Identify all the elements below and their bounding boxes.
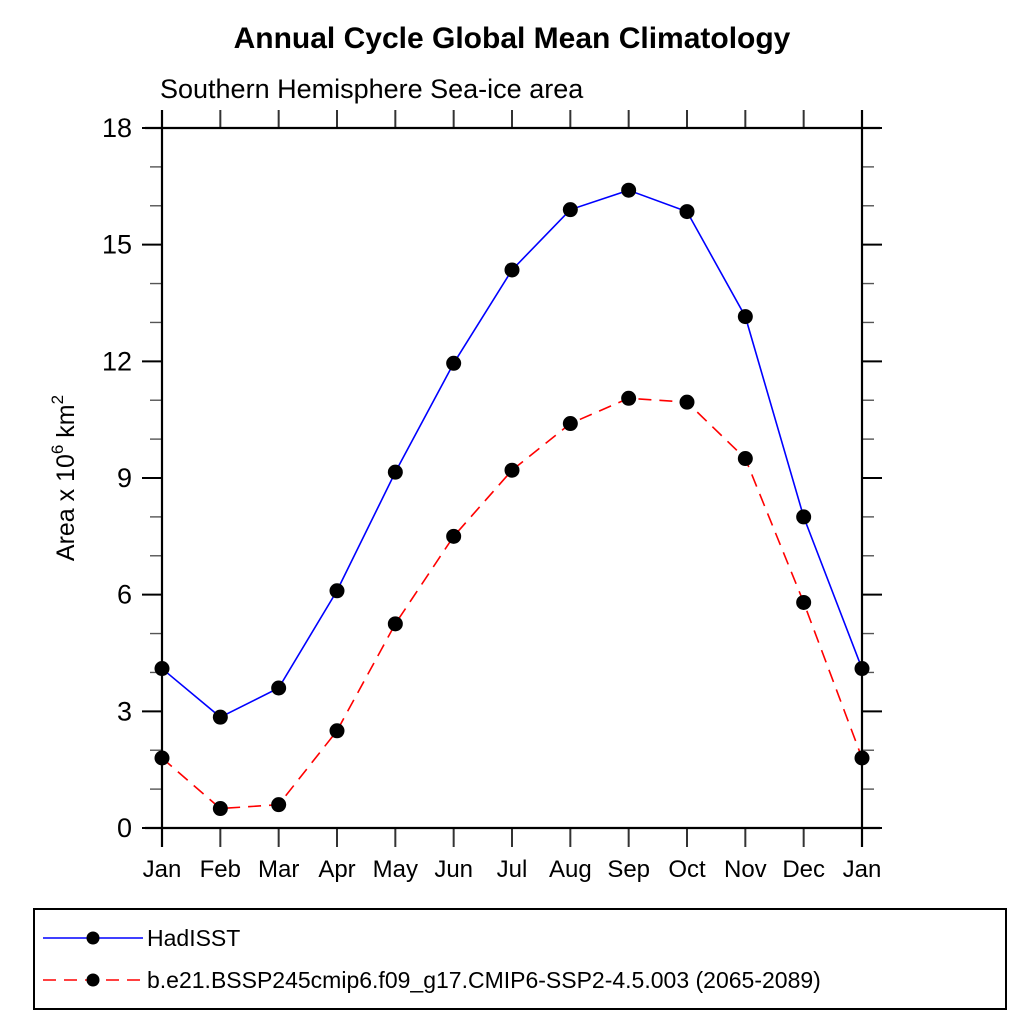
x-tick-label: Mar	[258, 856, 299, 883]
data-point-marker	[387, 616, 403, 632]
x-tick-label: Aug	[549, 856, 592, 883]
data-point-marker	[212, 801, 228, 817]
x-tick-label: Oct	[668, 856, 706, 883]
data-point-marker	[154, 661, 170, 677]
x-tick-label: Jan	[843, 856, 882, 883]
data-point-marker	[504, 462, 520, 478]
chart-subtitle: Southern Hemisphere Sea-ice area	[160, 74, 584, 104]
y-tick-label: 15	[102, 230, 132, 260]
data-point-marker	[854, 661, 870, 677]
data-point-marker	[154, 750, 170, 766]
data-point-marker	[737, 309, 753, 325]
data-point-marker	[796, 509, 812, 525]
y-tick-label: 9	[117, 463, 132, 493]
data-point-marker	[212, 709, 228, 725]
chart-title: Annual Cycle Global Mean Climatology	[233, 22, 791, 55]
data-point-marker	[621, 182, 637, 198]
x-tick-label: Feb	[200, 856, 241, 883]
data-point-marker	[796, 594, 812, 610]
data-point-marker	[562, 202, 578, 218]
legend-item-model: b.e21.BSSP245cmip6.f09_g17.CMIP6-SSP2-4.…	[35, 959, 1005, 1001]
y-tick-label: 6	[117, 580, 132, 610]
x-tick-label: Jun	[434, 856, 473, 883]
x-tick-label: Jan	[143, 856, 182, 883]
y-tick-label: 0	[117, 813, 132, 843]
legend-label-model: b.e21.BSSP245cmip6.f09_g17.CMIP6-SSP2-4.…	[147, 966, 821, 993]
data-point-marker	[329, 723, 345, 739]
legend: HadISST b.e21.BSSP245cmip6.f09_g17.CMIP6…	[33, 908, 1007, 1010]
data-point-marker	[504, 262, 520, 278]
x-tick-label: Jul	[497, 856, 528, 883]
data-point-marker	[387, 464, 403, 480]
x-tick-label: Sep	[607, 856, 650, 883]
series-layer	[154, 182, 870, 817]
data-point-marker	[621, 390, 637, 406]
x-tick-label: Dec	[782, 856, 825, 883]
data-point-marker	[329, 583, 345, 599]
y-tick-label: 3	[117, 696, 132, 726]
legend-line-solid-blue-icon	[43, 931, 143, 945]
legend-label-hadisst: HadISST	[147, 924, 241, 951]
y-tick-label: 18	[102, 113, 132, 143]
axes-layer: 0 3 6 9 12 15 18 Jan Feb Mar Apr May Jun Jul Aug Sep Oct…	[102, 110, 882, 883]
data-point-marker	[271, 680, 287, 696]
x-tick-label: Nov	[724, 856, 767, 883]
data-point-marker	[271, 797, 287, 813]
data-point-marker	[562, 416, 578, 432]
y-axis-title: Area x 106 km2	[48, 395, 80, 561]
legend-item-hadisst: HadISST	[35, 917, 1005, 959]
series-line-1	[161, 397, 863, 810]
data-point-marker	[679, 204, 695, 220]
data-point-marker	[446, 528, 462, 544]
data-point-marker	[737, 451, 753, 467]
data-point-marker	[854, 750, 870, 766]
legend-line-dashed-red-icon	[43, 973, 143, 987]
data-point-marker	[679, 394, 695, 410]
x-tick-label: May	[373, 856, 418, 883]
y-tick-label: 12	[102, 346, 132, 376]
data-point-marker	[446, 355, 462, 371]
x-tick-label: Apr	[318, 856, 355, 883]
